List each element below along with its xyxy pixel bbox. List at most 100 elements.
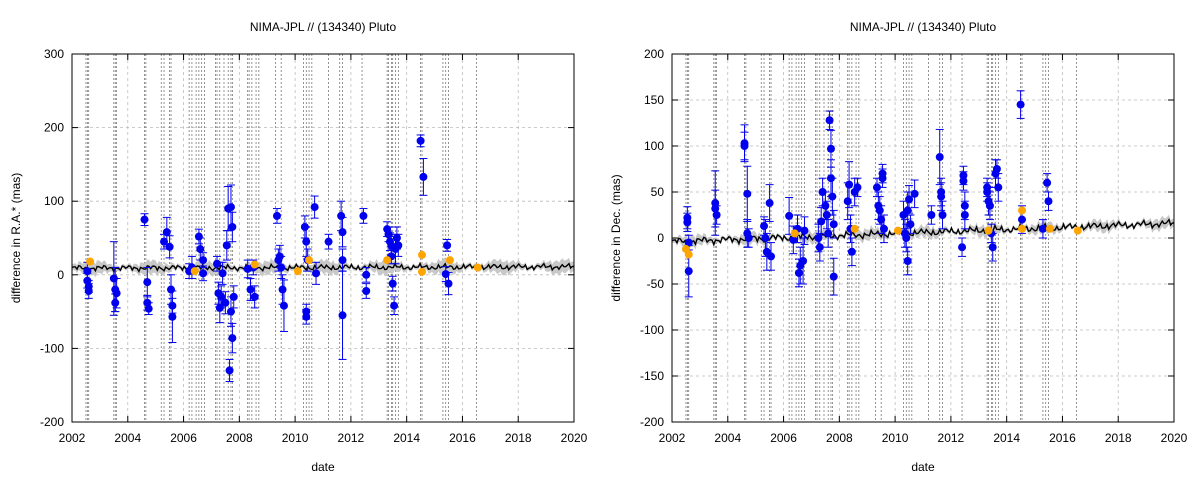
data-point (853, 183, 862, 192)
data-point (712, 211, 721, 219)
x-tick-label: 2006 (170, 431, 197, 445)
data-point (767, 252, 776, 261)
observation-point (112, 277, 121, 309)
data-point (144, 304, 153, 313)
data-point (337, 211, 346, 220)
data-point (221, 298, 230, 307)
x-tick-label: 2002 (59, 431, 86, 445)
data-point (760, 222, 769, 231)
data-point (684, 267, 693, 276)
data-point (878, 174, 887, 183)
observation-point (743, 165, 752, 222)
data-point (799, 257, 808, 265)
data-point (684, 238, 693, 247)
observation-point (711, 189, 720, 228)
y-tick-label: 200 (644, 47, 664, 61)
data-point (338, 256, 347, 265)
data-point (194, 232, 203, 241)
highlighted-point (1045, 224, 1054, 233)
data-point (167, 285, 176, 294)
data-point (845, 180, 854, 189)
observation-point (985, 191, 994, 221)
observation-point (762, 232, 771, 271)
data-point (829, 220, 838, 229)
observation-point (824, 219, 833, 248)
plot-area (72, 54, 574, 422)
data-point (390, 301, 399, 310)
observation-point (441, 266, 450, 282)
observation-point (443, 238, 452, 252)
observation-point (250, 285, 259, 309)
data-point (362, 270, 371, 279)
data-point (959, 176, 968, 185)
observation-point (767, 242, 776, 271)
data-point (419, 172, 428, 181)
x-tick-label: 2008 (826, 431, 853, 445)
data-point (683, 218, 692, 227)
data-point (902, 234, 911, 242)
observation-point (221, 291, 230, 315)
observation-point (324, 233, 333, 250)
observation-point (225, 358, 234, 383)
x-axis-label: date (311, 460, 335, 474)
data-point (199, 256, 208, 265)
data-point (935, 153, 944, 162)
plot-frame (71, 53, 575, 423)
observation-point (765, 184, 774, 222)
data-point (250, 292, 259, 301)
data-point (740, 142, 749, 150)
observation-point (312, 261, 321, 285)
observation-point (419, 158, 428, 196)
data-point (443, 241, 452, 250)
observation-point (228, 322, 237, 354)
highlighted-point (383, 256, 392, 265)
y-tick-label: 100 (44, 194, 64, 208)
data-point (906, 220, 915, 229)
observation-point (829, 209, 838, 239)
observation-point (799, 237, 808, 285)
data-point (199, 269, 208, 278)
observation-point (994, 173, 1003, 202)
data-point (84, 286, 93, 295)
observation-point (906, 214, 915, 234)
highlighted-point (445, 256, 454, 265)
highlighted-point (418, 267, 427, 276)
data-point (324, 237, 333, 246)
x-tick-label: 2014 (393, 431, 420, 445)
observation-point (279, 279, 288, 332)
data-point (246, 285, 255, 294)
observation-point (228, 211, 237, 243)
highlighted-point (305, 256, 314, 265)
data-point (196, 245, 205, 254)
observation-point (960, 200, 969, 230)
observation-point (168, 290, 177, 344)
data-point (140, 215, 149, 224)
observation-point (390, 296, 399, 316)
x-tick-label: 2002 (659, 431, 686, 445)
highlighted-point (684, 250, 693, 259)
data-point (794, 268, 803, 277)
data-point (217, 292, 226, 301)
data-point (143, 278, 152, 287)
data-point (310, 203, 319, 212)
data-point (225, 366, 234, 375)
data-point (847, 247, 856, 256)
plot-area (672, 54, 1174, 422)
data-point (903, 206, 912, 215)
data-point (814, 234, 823, 242)
observation-point (822, 200, 831, 230)
y-tick-label: -50 (647, 277, 665, 291)
observation-point (165, 235, 174, 259)
data-point (213, 259, 222, 268)
data-point (272, 211, 281, 220)
data-point (821, 201, 830, 210)
observation-point (338, 270, 347, 360)
observation-point (278, 274, 287, 305)
chart-title: NIMA-JPL // (134340) Pluto (850, 20, 997, 34)
observation-point (958, 237, 967, 257)
data-point (822, 211, 831, 219)
observation-point (199, 265, 208, 282)
x-tick-label: 2008 (226, 431, 253, 445)
data-point (994, 183, 1003, 192)
